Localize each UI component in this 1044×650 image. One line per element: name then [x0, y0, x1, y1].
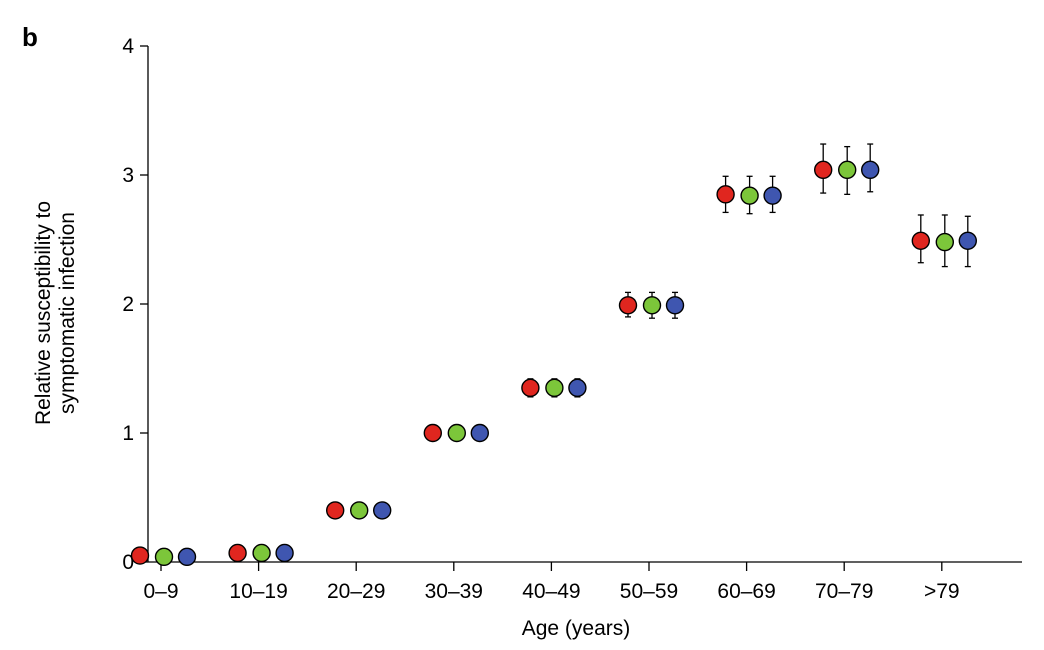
data-point [814, 160, 833, 180]
data-point [642, 296, 662, 315]
data-point [958, 231, 977, 250]
data-point [154, 547, 174, 567]
x-tick-label: 50–59 [620, 580, 678, 603]
x-tick-label: 60–69 [717, 580, 775, 603]
x-tick-label: 20–29 [327, 580, 385, 603]
x-tick-label: >79 [924, 580, 960, 603]
data-point [545, 378, 564, 398]
data-point [935, 232, 954, 252]
data-point [740, 186, 759, 205]
data-point [177, 547, 197, 567]
x-tick-label: 70–79 [815, 580, 873, 603]
x-axis-title: Age (years) [522, 617, 631, 640]
x-tick-label: 10–19 [229, 580, 287, 603]
data-point [665, 296, 685, 315]
y-tick-label: 1 [122, 422, 134, 445]
data-point [350, 501, 369, 520]
y-tick-label: 0 [122, 551, 134, 574]
panel-label: b [22, 22, 38, 52]
data-point [252, 543, 271, 563]
data-point [373, 501, 392, 520]
y-axis-title-line-1: Relative susceptibility to [32, 201, 55, 425]
data-point [568, 378, 587, 398]
data-point [326, 501, 345, 520]
y-tick-label: 3 [122, 164, 134, 187]
data-point [423, 423, 442, 443]
data-point [447, 423, 466, 443]
y-axis-title-line-2: symptomatic infection [56, 212, 79, 414]
data-point [130, 546, 150, 565]
data-point [618, 296, 638, 315]
x-tick-label: 0–9 [143, 580, 178, 603]
data-point [763, 186, 782, 205]
y-axis-title: Relative susceptibility to symptomatic i… [32, 201, 79, 425]
data-point [470, 423, 489, 443]
data-point [911, 231, 930, 250]
data-point [838, 160, 857, 180]
y-ticks: 0 1 2 3 4 [122, 35, 148, 574]
x-tick-label: 40–49 [522, 580, 580, 603]
data-point [275, 543, 294, 563]
y-tick-label: 2 [122, 293, 134, 316]
data-point [716, 185, 735, 204]
data-marks [130, 143, 977, 567]
x-ticks: 0–9 10–19 20–29 30–39 40–49 50–59 60–69 70–79 >7… [143, 562, 960, 603]
data-point [861, 160, 880, 180]
x-tick-label: 30–39 [425, 580, 483, 603]
y-tick-label: 4 [122, 35, 134, 58]
data-point [521, 378, 540, 398]
data-point [228, 543, 247, 563]
